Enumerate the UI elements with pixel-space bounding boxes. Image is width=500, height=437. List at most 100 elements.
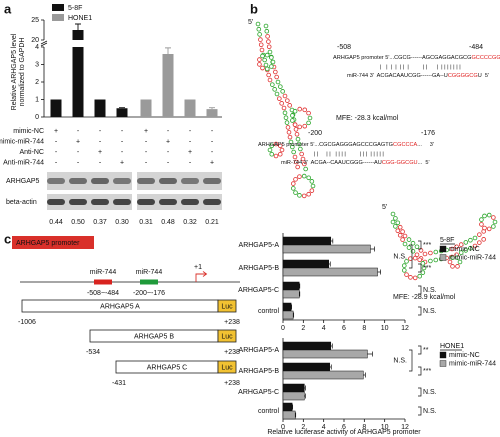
nucleotide: [265, 34, 270, 39]
y-tick-label: 3: [35, 61, 39, 68]
base-pairs: | | | | | | | | | | | | | | | |: [314, 151, 384, 157]
mfe: MFE: -28.3 kcal/mol: [336, 115, 399, 122]
treatment-mark: +: [188, 149, 192, 156]
nucleotide: [397, 224, 403, 230]
nucleotide: [263, 62, 269, 68]
nucleotide: [297, 193, 302, 198]
error-bar: [377, 269, 381, 275]
legend-label: mimic-miR-744: [449, 360, 496, 367]
tss-arrow: [195, 271, 208, 282]
y-tick-label: 20: [31, 37, 39, 44]
nucleotide: [292, 154, 298, 160]
sequence-segment: miR-744 3' ACGACAAUCGG------GA--U: [347, 73, 448, 79]
bar: [282, 391, 305, 401]
nucleotide: [297, 174, 302, 179]
nucleotide: [292, 108, 298, 114]
legend-swatch: [439, 254, 447, 261]
error-bar: [119, 107, 125, 109]
blot-band: [113, 199, 131, 205]
site-start: -508: [337, 44, 351, 51]
nucleotide: [283, 115, 289, 121]
treatment-name: mimic-miR-744: [0, 138, 44, 145]
x-tick-label: 6: [342, 424, 346, 431]
treatment-mark: -: [55, 138, 58, 145]
legend-swatch: [439, 351, 447, 359]
nucleotide: [458, 250, 464, 255]
significance-bracket: [418, 345, 422, 355]
bar: [282, 236, 332, 246]
construct-start: -534: [86, 349, 100, 356]
treatment-mark: -: [167, 149, 170, 156]
x-tick-label: 10: [381, 325, 389, 332]
error-bar: [363, 372, 366, 378]
treatment-name: Anti-miR-744: [3, 159, 44, 166]
reporter-name: Luc: [221, 333, 233, 340]
nucleotide: [264, 52, 270, 58]
treatment-mark: -: [145, 138, 148, 145]
treatment-name: Anti-NC: [19, 149, 44, 156]
nucleotide: [273, 141, 279, 147]
nucleotide: [294, 159, 299, 165]
nucleotide: [450, 255, 455, 260]
nucleotide: [294, 131, 300, 137]
blot-band: [181, 199, 199, 205]
blot-band: [137, 178, 155, 184]
significance-bracket: [418, 240, 422, 250]
nucleotide: [273, 153, 279, 159]
nucleotide: [309, 188, 315, 193]
nucleotide: [406, 237, 412, 242]
y-tick-label: 25: [31, 17, 39, 24]
blot-band: [69, 178, 87, 184]
nucleotide: [293, 177, 298, 182]
band-ratio: 0.48: [161, 219, 175, 226]
treatment-mark: +: [120, 159, 124, 166]
nucleotide: [420, 261, 426, 266]
promoter-sequence: ARHGAP5 promoter 5'...CGCGAGGGAGCCCGAGTG…: [258, 142, 434, 148]
axis-break: [40, 40, 48, 45]
nucleotide: [274, 74, 279, 80]
nucleotide: [297, 124, 303, 130]
nucleotide: [417, 257, 422, 263]
y-tick-label: 4: [35, 44, 39, 51]
x-tick-label: 0: [281, 424, 285, 431]
nucleotide: [302, 123, 308, 129]
nucleotide: [290, 144, 295, 150]
nucleotide: [395, 220, 401, 226]
reporter-box: [217, 329, 237, 343]
blot-band: [159, 199, 177, 205]
nucleotide: [468, 245, 473, 251]
significance-label: ***: [423, 242, 431, 249]
mfe: MFE: -28.9 kcal/mol: [393, 294, 456, 301]
nucleotide: [295, 136, 301, 142]
sequence-segment: CGGGGCG: [448, 73, 478, 79]
legend-label: 5-8F: [68, 5, 82, 12]
nucleotide: [259, 47, 265, 53]
nucleotide: [400, 237, 405, 242]
legend-title: 5-8F: [440, 237, 454, 244]
treatment-mark: -: [189, 138, 192, 145]
bar: [206, 109, 218, 117]
nucleotide: [400, 229, 405, 234]
nucleotide: [269, 151, 275, 157]
nucleotide: [455, 264, 460, 269]
nucleotide: [417, 273, 422, 279]
x-tick-label: 8: [362, 325, 366, 332]
nucleotide: [390, 219, 396, 225]
error-bar: [370, 246, 375, 252]
nucleotide: [262, 57, 267, 63]
treatment-mark: +: [76, 138, 80, 145]
nucleotide: [463, 248, 469, 253]
blot-band: [91, 199, 109, 205]
sequence-segment: miR-744 3' ACGA--CAAUCGGG------AU: [281, 160, 382, 166]
nucleotide: [428, 250, 433, 256]
treatment-mark: -: [189, 128, 192, 135]
nucleotide: [393, 224, 398, 229]
nucleotide: [260, 65, 265, 71]
nucleotide: [274, 91, 280, 97]
promoter-box: [12, 236, 94, 249]
bar: [50, 99, 62, 117]
bar: [72, 30, 84, 117]
nucleotide: [410, 240, 416, 246]
x-tick-label: 2: [301, 325, 305, 332]
